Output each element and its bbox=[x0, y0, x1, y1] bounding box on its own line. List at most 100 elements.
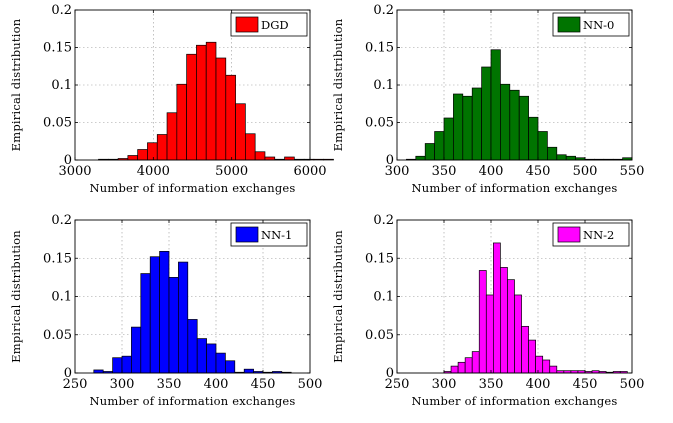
y-tick-label: 0.1 bbox=[51, 78, 72, 93]
histogram-bar bbox=[112, 357, 123, 374]
x-tick-label: 450 bbox=[526, 164, 551, 179]
histogram-bar bbox=[131, 326, 142, 374]
histogram-bar bbox=[156, 134, 168, 161]
histogram-bar bbox=[481, 66, 492, 161]
histogram-bar bbox=[537, 131, 548, 161]
histogram-bar bbox=[471, 351, 480, 374]
legend-label: NN-1 bbox=[261, 228, 292, 242]
histogram-bar bbox=[159, 251, 170, 374]
x-tick-label: 500 bbox=[573, 164, 598, 179]
histogram-bar bbox=[243, 368, 254, 374]
x-tick-label: 250 bbox=[385, 377, 410, 392]
histogram-bar bbox=[565, 155, 576, 161]
y-tick-label: 0 bbox=[386, 366, 394, 381]
x-tick-label: 400 bbox=[526, 377, 551, 392]
histogram-bar bbox=[490, 49, 501, 161]
legend-label: DGD bbox=[261, 18, 289, 32]
x-tick-label: 450 bbox=[573, 377, 598, 392]
histogram-bar bbox=[462, 95, 473, 161]
histogram-bar bbox=[137, 149, 148, 161]
x-tick-label: 350 bbox=[432, 164, 457, 179]
histogram-bar bbox=[528, 116, 539, 161]
histogram-bar bbox=[507, 279, 515, 374]
histogram-bar bbox=[415, 155, 426, 161]
x-tick-label: 550 bbox=[620, 164, 645, 179]
histogram-bar bbox=[493, 242, 501, 374]
x-tick-label: 400 bbox=[204, 377, 229, 392]
histogram-bar bbox=[245, 133, 256, 161]
histogram-bar bbox=[518, 95, 529, 161]
legend-label: NN-2 bbox=[583, 228, 614, 242]
histogram-bar bbox=[206, 343, 217, 374]
histogram-bar bbox=[147, 142, 158, 161]
x-tick-label: 4000 bbox=[137, 164, 170, 179]
legend-swatch bbox=[235, 16, 259, 33]
y-tick-label: 0.05 bbox=[365, 116, 394, 131]
histogram-bar bbox=[434, 131, 445, 161]
histogram-bar bbox=[93, 369, 104, 374]
panel-3: 0 0.05 0.1 0.15 0.2 250 300 350 400 450 500Number … bbox=[9, 213, 322, 408]
histogram-bar bbox=[127, 155, 139, 161]
histogram-bar bbox=[225, 74, 236, 161]
histogram-bar bbox=[196, 338, 207, 374]
y-tick-label: 0.1 bbox=[373, 78, 394, 93]
histogram-bar bbox=[140, 273, 151, 374]
x-tick-label: 300 bbox=[432, 377, 457, 392]
histogram-bar bbox=[485, 294, 494, 374]
histogram-bar bbox=[254, 151, 266, 161]
histogram-bar bbox=[215, 352, 226, 374]
y-tick-label: 0 bbox=[64, 153, 72, 168]
histogram-bar bbox=[313, 158, 325, 161]
y-tick-label: 0.15 bbox=[365, 41, 394, 56]
histogram-bar bbox=[500, 83, 511, 161]
x-tick-label: 3000 bbox=[58, 164, 91, 179]
histogram-bar bbox=[149, 256, 160, 374]
y-tick-label: 0.05 bbox=[43, 328, 72, 343]
histogram-bar bbox=[556, 154, 567, 161]
histogram-bar bbox=[166, 112, 178, 161]
histogram-bar bbox=[215, 57, 227, 161]
histogram-bar bbox=[121, 355, 132, 374]
legend-swatch bbox=[557, 226, 581, 243]
x-tick-label: 450 bbox=[251, 377, 276, 392]
histogram-bar bbox=[500, 267, 508, 374]
x-tick-label: 350 bbox=[479, 377, 504, 392]
y-tick-label: 0.15 bbox=[43, 251, 72, 266]
y-axis-label: Empirical distribution bbox=[331, 230, 345, 363]
y-tick-label: 0.05 bbox=[43, 116, 72, 131]
x-axis-label: Number of information exchanges bbox=[411, 394, 617, 408]
histogram-bar bbox=[205, 41, 217, 161]
histogram-bar bbox=[450, 365, 459, 374]
y-axis-label: Empirical distribution bbox=[9, 18, 23, 151]
histogram-bar bbox=[424, 143, 435, 161]
y-axis-label: Empirical distribution bbox=[331, 18, 345, 151]
histogram-bar bbox=[514, 294, 522, 374]
legend: NN-0 bbox=[552, 12, 630, 37]
x-tick-label: 300 bbox=[385, 164, 410, 179]
histogram-bar bbox=[453, 93, 464, 161]
histogram-bar bbox=[176, 83, 187, 161]
histogram-bar bbox=[478, 270, 487, 374]
y-tick-label: 0 bbox=[386, 153, 394, 168]
histogram-bar bbox=[535, 355, 544, 374]
histogram-bar bbox=[457, 361, 466, 374]
histogram-bar bbox=[549, 365, 558, 374]
histogram-bar bbox=[196, 44, 207, 161]
legend-swatch bbox=[235, 226, 259, 243]
y-tick-label: 0.2 bbox=[51, 3, 72, 18]
x-tick-label: 400 bbox=[479, 164, 504, 179]
y-tick-label: 0.2 bbox=[373, 3, 394, 18]
legend: DGD bbox=[230, 12, 308, 37]
histogram-bar bbox=[187, 319, 198, 374]
histogram-bar bbox=[464, 357, 473, 374]
x-tick-label: 350 bbox=[157, 377, 182, 392]
histogram-bar bbox=[509, 89, 520, 161]
y-tick-label: 0.15 bbox=[43, 41, 72, 56]
histogram-bar bbox=[186, 53, 197, 161]
x-tick-label: 6000 bbox=[293, 164, 326, 179]
legend-swatch bbox=[557, 16, 581, 33]
histogram-bar bbox=[528, 339, 536, 374]
y-tick-label: 0.2 bbox=[373, 213, 394, 228]
y-tick-label: 0.1 bbox=[51, 290, 72, 305]
